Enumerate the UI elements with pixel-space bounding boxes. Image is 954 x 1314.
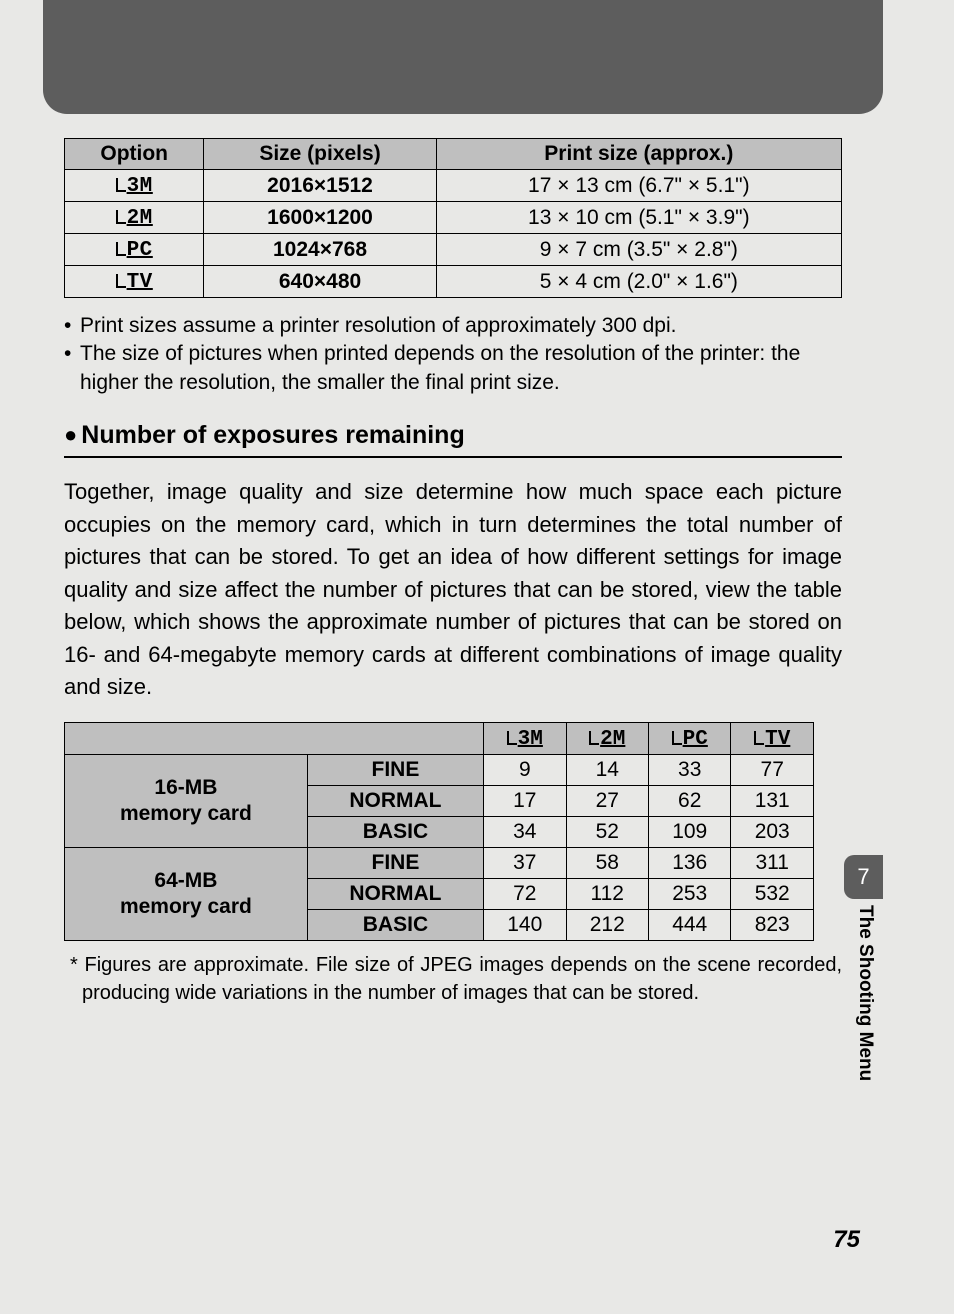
frame-icon <box>589 731 599 745</box>
quality-label: FINE <box>307 754 483 785</box>
table-row: 3M 2016×1512 17 × 13 cm (6.7" × 5.1") <box>65 170 842 202</box>
cell: 27 <box>566 785 648 816</box>
cell: 203 <box>731 816 814 847</box>
print-cell: 9 × 7 cm (3.5" × 2.8") <box>436 234 841 266</box>
size-cell: 1024×768 <box>204 234 436 266</box>
cell: 37 <box>484 847 566 878</box>
col-header: PC <box>648 722 730 754</box>
col-header: 3M <box>484 722 566 754</box>
col-header: 2M <box>566 722 648 754</box>
blank-header <box>65 722 484 754</box>
cell: 52 <box>566 816 648 847</box>
card-label: 16-MBmemory card <box>65 754 308 847</box>
card-label: 64-MBmemory card <box>65 847 308 940</box>
page-header-bar <box>43 0 883 114</box>
page-number: 75 <box>833 1226 860 1254</box>
print-cell: 13 × 10 cm (5.1" × 3.9") <box>436 202 841 234</box>
section-title-text: Number of exposures remaining <box>81 421 464 449</box>
frame-icon <box>507 731 517 745</box>
table-row: PC 1024×768 9 × 7 cm (3.5" × 2.8") <box>65 234 842 266</box>
cell: 17 <box>484 785 566 816</box>
cell: 14 <box>566 754 648 785</box>
size-cell: 2016×1512 <box>204 170 436 202</box>
cell: 136 <box>648 847 730 878</box>
option-label: 2M <box>127 207 153 230</box>
table-row: 2M 1600×1200 13 × 10 cm (5.1" × 3.9") <box>65 202 842 234</box>
body-paragraph: Together, image quality and size determi… <box>64 476 842 704</box>
cell: 444 <box>648 909 730 940</box>
cell: 62 <box>648 785 730 816</box>
exposures-table: 3M 2M PC TV 16-MBmemory card FINE 9 14 3… <box>64 722 814 941</box>
size-cell: 1600×1200 <box>204 202 436 234</box>
frame-icon <box>672 731 682 745</box>
quality-label: NORMAL <box>307 785 483 816</box>
quality-label: NORMAL <box>307 878 483 909</box>
note-item: The size of pictures when printed depend… <box>64 340 842 397</box>
cell: 212 <box>566 909 648 940</box>
frame-icon <box>116 178 126 192</box>
cell: 58 <box>566 847 648 878</box>
frame-icon <box>754 731 764 745</box>
chapter-side-label: The Shooting Menu <box>854 905 876 1125</box>
th-print: Print size (approx.) <box>436 139 841 170</box>
note-item: Print sizes assume a printer resolution … <box>64 312 842 340</box>
cell: 131 <box>731 785 814 816</box>
cell: 112 <box>566 878 648 909</box>
footnote: * Figures are approximate. File size of … <box>64 951 842 1007</box>
page-content: Option Size (pixels) Print size (approx.… <box>64 138 842 1007</box>
table-row: 64-MBmemory card FINE 37 58 136 311 <box>65 847 814 878</box>
cell: 77 <box>731 754 814 785</box>
frame-icon <box>116 210 126 224</box>
cell: 532 <box>731 878 814 909</box>
quality-label: BASIC <box>307 816 483 847</box>
size-cell: 640×480 <box>204 266 436 298</box>
th-option: Option <box>65 139 204 170</box>
th-size: Size (pixels) <box>204 139 436 170</box>
chapter-tab: 7 <box>844 855 883 899</box>
col-header: TV <box>731 722 814 754</box>
table-row: 16-MBmemory card FINE 9 14 33 77 <box>65 754 814 785</box>
size-options-table: Option Size (pixels) Print size (approx.… <box>64 138 842 298</box>
bullet-icon: ● <box>64 422 77 448</box>
notes-list: Print sizes assume a printer resolution … <box>64 312 842 397</box>
frame-icon <box>116 242 126 256</box>
frame-icon <box>116 274 126 288</box>
option-label: PC <box>127 239 153 262</box>
print-cell: 17 × 13 cm (6.7" × 5.1") <box>436 170 841 202</box>
cell: 311 <box>731 847 814 878</box>
print-cell: 5 × 4 cm (2.0" × 1.6") <box>436 266 841 298</box>
cell: 33 <box>648 754 730 785</box>
cell: 140 <box>484 909 566 940</box>
cell: 823 <box>731 909 814 940</box>
cell: 9 <box>484 754 566 785</box>
option-label: TV <box>127 271 153 294</box>
table-row: TV 640×480 5 × 4 cm (2.0" × 1.6") <box>65 266 842 298</box>
cell: 72 <box>484 878 566 909</box>
quality-label: BASIC <box>307 909 483 940</box>
option-label: 3M <box>127 175 153 198</box>
cell: 109 <box>648 816 730 847</box>
section-heading: ●Number of exposures remaining <box>64 421 842 458</box>
cell: 34 <box>484 816 566 847</box>
cell: 253 <box>648 878 730 909</box>
quality-label: FINE <box>307 847 483 878</box>
